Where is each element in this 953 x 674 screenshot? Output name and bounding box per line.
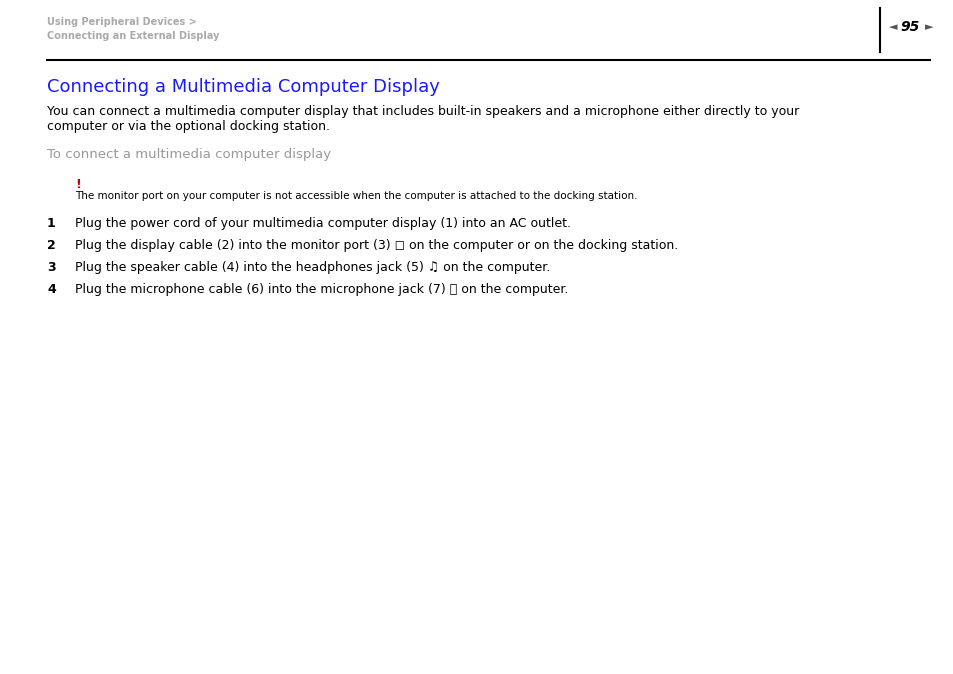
Text: !: ! bbox=[75, 178, 81, 191]
Text: 1: 1 bbox=[47, 217, 55, 230]
Text: Plug the microphone cable (6) into the microphone jack (7) ⤅ on the computer.: Plug the microphone cable (6) into the m… bbox=[75, 283, 568, 296]
Text: To connect a multimedia computer display: To connect a multimedia computer display bbox=[47, 148, 331, 161]
Text: ►: ► bbox=[923, 22, 932, 32]
Text: The monitor port on your computer is not accessible when the computer is attache: The monitor port on your computer is not… bbox=[75, 191, 637, 201]
Text: 3: 3 bbox=[47, 261, 55, 274]
Text: 4: 4 bbox=[47, 283, 55, 296]
Text: ◄: ◄ bbox=[888, 22, 897, 32]
Text: 95: 95 bbox=[900, 20, 919, 34]
Text: Using Peripheral Devices >: Using Peripheral Devices > bbox=[47, 17, 196, 27]
Text: Connecting an External Display: Connecting an External Display bbox=[47, 31, 219, 41]
Text: Connecting a Multimedia Computer Display: Connecting a Multimedia Computer Display bbox=[47, 78, 439, 96]
Text: Plug the speaker cable (4) into the headphones jack (5) ♫ on the computer.: Plug the speaker cable (4) into the head… bbox=[75, 261, 550, 274]
Text: 2: 2 bbox=[47, 239, 55, 252]
Text: Plug the power cord of your multimedia computer display (1) into an AC outlet.: Plug the power cord of your multimedia c… bbox=[75, 217, 571, 230]
Text: You can connect a multimedia computer display that includes built-in speakers an: You can connect a multimedia computer di… bbox=[47, 105, 799, 118]
Text: computer or via the optional docking station.: computer or via the optional docking sta… bbox=[47, 120, 330, 133]
Text: Plug the display cable (2) into the monitor port (3) ◻ on the computer or on the: Plug the display cable (2) into the moni… bbox=[75, 239, 678, 252]
